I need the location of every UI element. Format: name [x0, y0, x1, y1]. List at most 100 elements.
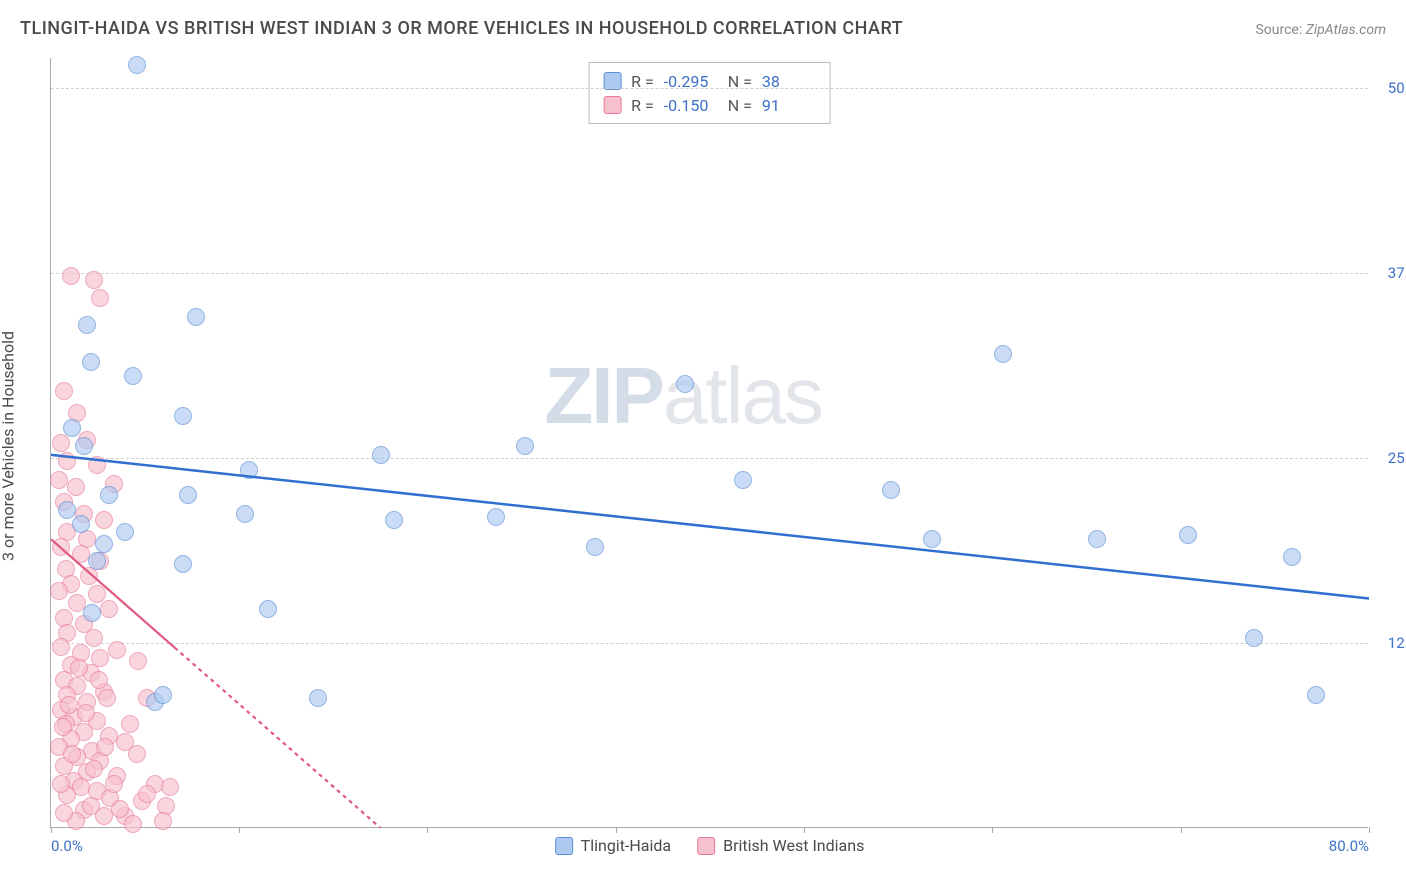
data-point: [1283, 548, 1301, 566]
data-point: [85, 629, 103, 647]
data-point: [88, 552, 106, 570]
data-point: [124, 815, 142, 833]
data-point: [240, 461, 258, 479]
data-point: [63, 419, 81, 437]
scatter-plot: ZIPatlas R = -0.295 N = 38 R = -0.150 N …: [50, 58, 1368, 828]
data-point: [116, 523, 134, 541]
data-point: [121, 715, 139, 733]
x-tick: [992, 827, 993, 833]
swatch-blue-icon: [555, 837, 573, 855]
data-point: [91, 289, 109, 307]
x-tick: [427, 827, 428, 833]
data-point: [111, 800, 129, 818]
y-axis-label: 3 or more Vehicles in Household: [0, 331, 18, 561]
data-point: [83, 604, 101, 622]
data-point: [129, 652, 147, 670]
y-tick-label: 12.5%: [1373, 634, 1406, 652]
data-point: [236, 505, 254, 523]
data-point: [77, 704, 95, 722]
data-point: [88, 456, 106, 474]
data-point: [676, 375, 694, 393]
stat-r-label: R =: [631, 96, 654, 115]
data-point: [154, 812, 172, 830]
x-tick: [239, 827, 240, 833]
data-point: [259, 600, 277, 618]
source-label: Source:: [1255, 22, 1302, 38]
stat-r-value: -0.150: [664, 96, 718, 115]
x-tick-label: 0.0%: [51, 837, 83, 855]
data-point: [82, 353, 100, 371]
data-point: [52, 538, 70, 556]
stat-n-label: N =: [728, 96, 752, 115]
swatch-pink-icon: [697, 837, 715, 855]
data-point: [75, 437, 93, 455]
correlation-stats-box: R = -0.295 N = 38 R = -0.150 N = 91: [588, 62, 831, 124]
data-point: [309, 689, 327, 707]
data-point: [487, 508, 505, 526]
data-point: [179, 486, 197, 504]
y-tick-label: 37.5%: [1373, 264, 1406, 282]
data-point: [154, 686, 172, 704]
data-point: [1179, 526, 1197, 544]
data-point: [100, 486, 118, 504]
data-point: [67, 478, 85, 496]
watermark: ZIPatlas: [544, 350, 821, 442]
data-point: [100, 600, 118, 618]
data-point: [1245, 629, 1263, 647]
data-point: [161, 778, 179, 796]
data-point: [923, 530, 941, 548]
data-point: [372, 446, 390, 464]
gridline: [51, 643, 1368, 644]
data-point: [55, 804, 73, 822]
data-point: [882, 481, 900, 499]
y-tick-label: 25.0%: [1373, 449, 1406, 467]
source-value: ZipAtlas.com: [1306, 22, 1386, 38]
data-point: [96, 738, 114, 756]
data-point: [124, 367, 142, 385]
data-point: [82, 797, 100, 815]
swatch-pink-icon: [603, 96, 621, 114]
data-point: [50, 471, 68, 489]
legend-label: Tlingit-Haida: [581, 836, 671, 855]
x-tick: [616, 827, 617, 833]
x-tick: [1181, 827, 1182, 833]
data-point: [72, 778, 90, 796]
watermark-light: atlas: [663, 351, 822, 440]
x-tick: [51, 827, 52, 833]
data-point: [52, 638, 70, 656]
data-point: [187, 308, 205, 326]
data-point: [58, 501, 76, 519]
data-point: [1088, 530, 1106, 548]
data-point: [58, 452, 76, 470]
x-tick: [1369, 827, 1370, 833]
data-point: [385, 511, 403, 529]
data-point: [72, 545, 90, 563]
chart-title: TLINGIT-HAIDA VS BRITISH WEST INDIAN 3 O…: [20, 18, 903, 39]
data-point: [55, 382, 73, 400]
data-point: [54, 718, 72, 736]
gridline: [51, 273, 1368, 274]
data-point: [105, 775, 123, 793]
data-point: [1307, 686, 1325, 704]
stat-n-value: 91: [762, 96, 816, 115]
data-point: [95, 535, 113, 553]
data-point: [62, 267, 80, 285]
gridline: [51, 458, 1368, 459]
gridline: [51, 88, 1368, 89]
data-point: [734, 471, 752, 489]
data-point: [174, 555, 192, 573]
source-attribution: Source: ZipAtlas.com: [1255, 22, 1386, 38]
data-point: [90, 671, 108, 689]
data-point: [116, 733, 134, 751]
legend-label: British West Indians: [723, 836, 864, 855]
data-point: [128, 56, 146, 74]
data-point: [516, 437, 534, 455]
data-point: [52, 434, 70, 452]
trend-lines: [51, 58, 1369, 828]
data-point: [63, 745, 81, 763]
stats-row: R = -0.295 N = 38: [603, 69, 816, 93]
legend-item: British West Indians: [697, 836, 864, 855]
y-tick-label: 50.0%: [1373, 79, 1406, 97]
data-point: [78, 316, 96, 334]
data-point: [95, 511, 113, 529]
